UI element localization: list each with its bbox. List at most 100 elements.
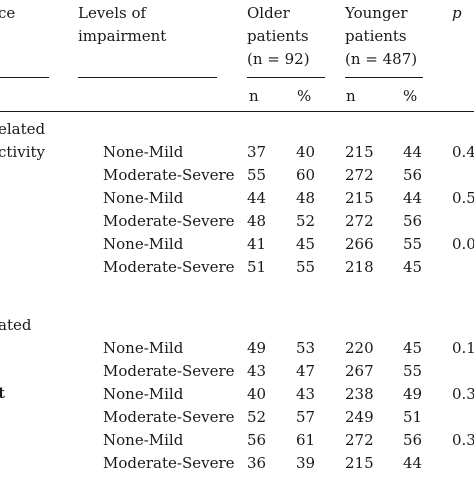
older-pct-cell: 47 <box>296 362 316 380</box>
p-value-cell: 0.3 <box>452 385 474 403</box>
older-n-cell: 40 <box>247 385 267 403</box>
older-pct-cell: 57 <box>296 408 316 426</box>
header-rule-younger <box>345 77 423 78</box>
younger-pct-cell: 45 <box>403 258 423 276</box>
younger-pct-cell: 56 <box>403 431 423 449</box>
p-value-cell: 0.5 <box>452 189 474 207</box>
younger-n-subheader: n <box>346 87 356 105</box>
table-row: Moderate-Severe 52 57 249 51 <box>0 410 474 432</box>
level-cell: Moderate-Severe <box>103 362 235 380</box>
older-n-cell: 51 <box>247 258 267 276</box>
younger-pct-cell: 51 <box>403 408 423 426</box>
younger-n-cell: 272 <box>345 166 374 184</box>
younger-pct-cell: 44 <box>403 189 423 207</box>
younger-header-n: (n = 487) <box>345 50 418 68</box>
younger-pct-cell: 45 <box>403 339 423 357</box>
table-row: Moderate-Severe 51 55 218 45 <box>0 260 474 282</box>
header-rule-levels <box>78 77 217 78</box>
older-n-cell: 36 <box>247 454 267 472</box>
table-row: Moderate-Severe 48 52 272 56 <box>0 214 474 236</box>
older-n-cell: 37 <box>247 143 267 161</box>
older-n-cell: 56 <box>247 431 267 449</box>
younger-n-cell: 218 <box>345 258 374 276</box>
older-pct-cell: 53 <box>296 339 316 357</box>
younger-pct-cell: 55 <box>403 235 423 253</box>
level-cell: None-Mild <box>103 143 184 161</box>
younger-pct-subheader: % <box>403 87 418 105</box>
older-pct-cell: 43 <box>296 385 316 403</box>
younger-n-cell: 249 <box>345 408 374 426</box>
younger-n-cell: 220 <box>345 339 374 357</box>
younger-n-cell: 215 <box>345 454 374 472</box>
older-pct-cell: 40 <box>296 143 316 161</box>
younger-pct-cell: 44 <box>403 143 423 161</box>
group2-label: ated <box>0 316 32 334</box>
younger-n-cell: 267 <box>345 362 374 380</box>
p-value-header: p <box>452 4 462 22</box>
older-pct-cell: 55 <box>296 258 316 276</box>
older-n-cell: 43 <box>247 362 267 380</box>
younger-n-cell: 215 <box>345 189 374 207</box>
level-cell: None-Mild <box>103 235 184 253</box>
younger-pct-cell: 56 <box>403 212 423 230</box>
table-row: None-Mild 44 48 215 44 0.5 <box>0 191 474 213</box>
group1-label-line1: elated <box>0 120 46 138</box>
younger-n-cell: 266 <box>345 235 374 253</box>
older-n-cell: 48 <box>247 212 267 230</box>
group3-label-fragment: t <box>0 384 5 402</box>
older-pct-subheader: % <box>297 87 312 105</box>
levels-header-line1: Levels of <box>78 4 147 22</box>
older-pct-cell: 39 <box>296 454 316 472</box>
younger-n-cell: 272 <box>345 431 374 449</box>
table-row: Moderate-Severe 43 47 267 55 <box>0 364 474 386</box>
table-row: None-Mild 49 53 220 45 0.1 <box>0 341 474 363</box>
older-pct-cell: 61 <box>296 431 316 449</box>
younger-pct-cell: 56 <box>403 166 423 184</box>
level-cell: Moderate-Severe <box>103 454 235 472</box>
table-row: None-Mild 41 45 266 55 0.0 <box>0 237 474 259</box>
levels-header-line2: impairment <box>78 27 167 45</box>
level-cell: None-Mild <box>103 385 184 403</box>
group1-label-line2: ctivity <box>0 143 45 161</box>
younger-pct-cell: 49 <box>403 385 423 403</box>
older-n-cell: 41 <box>247 235 267 253</box>
p-value-cell: 0.4 <box>452 143 474 161</box>
older-n-cell: 55 <box>247 166 267 184</box>
older-header-line2: patients <box>247 27 309 45</box>
first-column-header-fragment: ce <box>0 4 16 22</box>
table-row: Moderate-Severe 36 39 215 44 <box>0 456 474 478</box>
table-row: None-Mild 40 43 238 49 0.3 <box>0 387 474 409</box>
younger-header-line1: Younger <box>345 4 408 22</box>
older-pct-cell: 48 <box>296 189 316 207</box>
table-row: None-Mild 37 40 215 44 0.4 <box>0 145 474 167</box>
table-row: Moderate-Severe 55 60 272 56 <box>0 168 474 190</box>
level-cell: Moderate-Severe <box>103 166 235 184</box>
header-rule-first <box>0 77 49 78</box>
older-header-line1: Older <box>247 4 290 22</box>
older-n-cell: 52 <box>247 408 267 426</box>
header-rule-older <box>247 77 325 78</box>
level-cell: Moderate-Severe <box>103 212 235 230</box>
body-top-rule <box>0 111 474 112</box>
older-header-n: (n = 92) <box>247 50 310 68</box>
older-pct-cell: 52 <box>296 212 316 230</box>
younger-pct-cell: 44 <box>403 454 423 472</box>
younger-pct-cell: 55 <box>403 362 423 380</box>
older-pct-cell: 60 <box>296 166 316 184</box>
table-row: None-Mild 56 61 272 56 0.3 <box>0 433 474 455</box>
p-value-cell: 0.1 <box>452 339 474 357</box>
level-cell: Moderate-Severe <box>103 408 235 426</box>
older-n-cell: 44 <box>247 189 267 207</box>
level-cell: Moderate-Severe <box>103 258 235 276</box>
older-n-subheader: n <box>249 87 259 105</box>
younger-n-cell: 272 <box>345 212 374 230</box>
younger-header-line2: patients <box>345 27 407 45</box>
level-cell: None-Mild <box>103 339 184 357</box>
older-pct-cell: 45 <box>296 235 316 253</box>
p-value-cell: 0.3 <box>452 431 474 449</box>
level-cell: None-Mild <box>103 189 184 207</box>
older-n-cell: 49 <box>247 339 267 357</box>
p-value-cell: 0.0 <box>452 235 474 253</box>
younger-n-cell: 238 <box>345 385 374 403</box>
level-cell: None-Mild <box>103 431 184 449</box>
